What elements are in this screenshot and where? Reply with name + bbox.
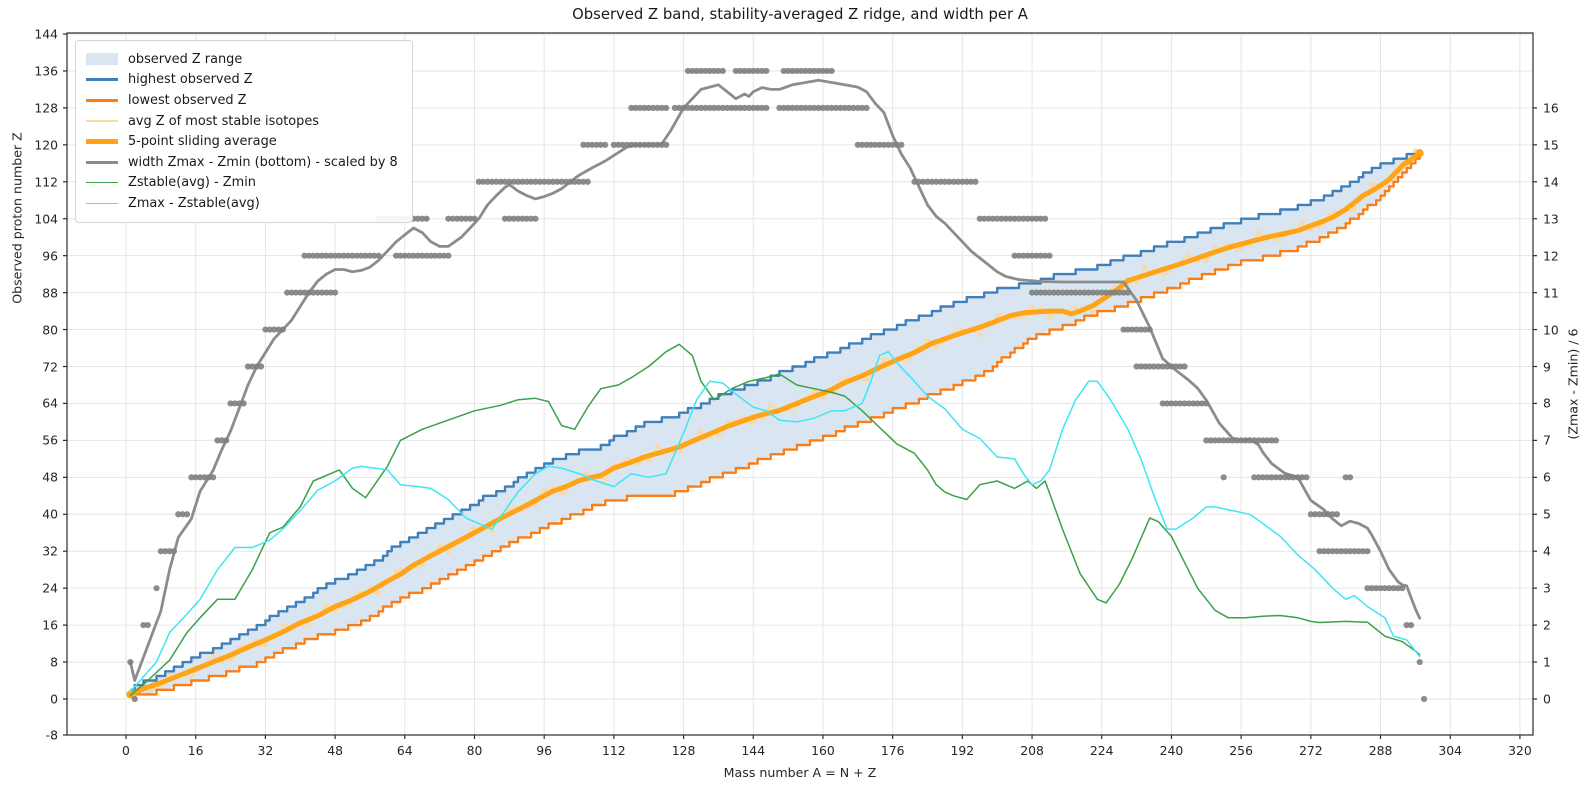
y-left-tick-80: 80 bbox=[42, 322, 58, 338]
y-left-tick-136: 136 bbox=[34, 63, 58, 79]
y-left-tick-88: 88 bbox=[42, 285, 58, 301]
x-tick-16: 16 bbox=[187, 743, 204, 758]
x-tick-288: 288 bbox=[1368, 743, 1393, 758]
y-left-tick-96: 96 bbox=[42, 248, 58, 264]
y-axis-right-label: (Zmax - Zmin) / 6 bbox=[1565, 328, 1581, 440]
y-right-tick-3: 3 bbox=[1543, 580, 1551, 596]
y-right-tick-1: 1 bbox=[1543, 654, 1551, 670]
x-tick-128: 128 bbox=[671, 743, 696, 758]
tick-marks bbox=[63, 33, 1537, 739]
legend-label: Zstable(avg) - Zmin bbox=[128, 175, 256, 191]
y-left-tick-56: 56 bbox=[42, 432, 58, 448]
legend-line-swatch bbox=[86, 98, 118, 102]
x-tick-304: 304 bbox=[1438, 743, 1463, 758]
legend-label: avg Z of most stable isotopes bbox=[128, 113, 319, 129]
legend-item-7: Zmax - Zstable(avg) bbox=[86, 193, 398, 214]
x-tick-64: 64 bbox=[396, 743, 413, 758]
highest-observed-z-line bbox=[130, 152, 1420, 691]
y-left-tick-64: 64 bbox=[42, 395, 58, 411]
zmax-minus-zstable-line bbox=[129, 350, 1421, 693]
legend-line-swatch bbox=[86, 139, 118, 145]
y-left-tick-32: 32 bbox=[42, 543, 58, 559]
x-tick-48: 48 bbox=[327, 743, 343, 758]
y-left-tick-48: 48 bbox=[42, 469, 58, 485]
y-right-tick-14: 14 bbox=[1543, 174, 1559, 190]
y-left-tick-72: 72 bbox=[42, 359, 58, 374]
sliding-average-ridge-line bbox=[127, 150, 1423, 697]
x-tick-224: 224 bbox=[1089, 743, 1114, 758]
legend-line-swatch bbox=[86, 160, 118, 164]
y-right-tick-5: 5 bbox=[1543, 506, 1551, 522]
legend-item-1: highest observed Z bbox=[86, 70, 398, 91]
lowest-observed-z-line bbox=[130, 154, 1421, 696]
legend-item-4: 5-point sliding average bbox=[86, 131, 398, 152]
legend-item-3: avg Z of most stable isotopes bbox=[86, 111, 398, 132]
legend-label: Zmax - Zstable(avg) bbox=[128, 195, 260, 211]
legend-label: lowest observed Z bbox=[128, 92, 247, 108]
y-right-tick-7: 7 bbox=[1543, 432, 1551, 448]
y-right-tick-0: 0 bbox=[1543, 691, 1551, 707]
legend-label: 5-point sliding average bbox=[128, 134, 277, 150]
y-left-tick-24: 24 bbox=[42, 580, 58, 596]
x-tick-0: 0 bbox=[122, 743, 130, 758]
x-tick-144: 144 bbox=[741, 743, 766, 758]
y-left-tick-120: 120 bbox=[34, 137, 58, 153]
legend-label: observed Z range bbox=[128, 51, 243, 67]
y-right-tick-10: 10 bbox=[1543, 322, 1559, 338]
y-right-tick-15: 15 bbox=[1543, 137, 1559, 153]
legend-patch-swatch bbox=[86, 53, 118, 66]
zstable-minus-zmin-line bbox=[129, 343, 1421, 697]
legend-line-swatch bbox=[86, 202, 118, 204]
x-tick-320: 320 bbox=[1508, 743, 1532, 758]
chart-title: Observed Z band, stability-averaged Z ri… bbox=[572, 6, 1028, 23]
y-right-tick-2: 2 bbox=[1543, 617, 1551, 633]
legend-label: width Zmax - Zmin (bottom) - scaled by 8 bbox=[128, 154, 398, 170]
y-left-tick--8: -8 bbox=[45, 727, 58, 743]
y-left-tick-0: 0 bbox=[50, 691, 58, 707]
x-tick-112: 112 bbox=[602, 743, 626, 758]
y-right-tick-13: 13 bbox=[1543, 211, 1559, 227]
legend-line-swatch bbox=[86, 120, 118, 123]
x-tick-272: 272 bbox=[1299, 743, 1323, 758]
x-tick-240: 240 bbox=[1159, 743, 1184, 758]
y-right-tick-12: 12 bbox=[1543, 248, 1559, 264]
y-left-tick-128: 128 bbox=[34, 100, 58, 116]
x-axis-label: Mass number A = N + Z bbox=[723, 765, 877, 780]
y-right-tick-4: 4 bbox=[1543, 543, 1551, 559]
legend-line-swatch bbox=[86, 182, 118, 184]
y-left-tick-104: 104 bbox=[34, 211, 58, 227]
y-right-tick-16: 16 bbox=[1543, 100, 1559, 116]
x-tick-96: 96 bbox=[536, 743, 553, 758]
y-axis-left-label: Observed proton number Z bbox=[9, 132, 25, 304]
x-tick-80: 80 bbox=[466, 743, 483, 758]
x-tick-160: 160 bbox=[811, 743, 835, 758]
legend-item-2: lowest observed Z bbox=[86, 90, 398, 111]
legend-item-6: Zstable(avg) - Zmin bbox=[86, 173, 398, 194]
y-left-tick-40: 40 bbox=[42, 506, 58, 522]
y-left-tick-144: 144 bbox=[34, 26, 58, 42]
x-tick-208: 208 bbox=[1020, 743, 1044, 758]
observed-z-range-band bbox=[130, 154, 1420, 695]
y-right-tick-6: 6 bbox=[1543, 469, 1551, 485]
plot-border bbox=[66, 32, 1534, 736]
ridge-end-marker bbox=[1415, 149, 1424, 158]
legend-line-swatch bbox=[86, 78, 118, 82]
y-right-tick-8: 8 bbox=[1543, 395, 1551, 411]
y-left-tick-112: 112 bbox=[34, 174, 58, 190]
y-right-tick-9: 9 bbox=[1543, 359, 1551, 374]
x-tick-32: 32 bbox=[257, 743, 274, 758]
y-left-tick-8: 8 bbox=[50, 654, 58, 670]
legend-item-0: observed Z range bbox=[86, 49, 398, 70]
y-left-tick-16: 16 bbox=[42, 617, 58, 633]
legend-item-5: width Zmax - Zmin (bottom) - scaled by 8 bbox=[86, 152, 398, 173]
legend: observed Z range highest observed Z lowest… bbox=[75, 40, 413, 223]
y-right-tick-11: 11 bbox=[1543, 285, 1559, 301]
x-tick-192: 192 bbox=[950, 743, 975, 758]
x-tick-256: 256 bbox=[1229, 743, 1253, 758]
legend-label: highest observed Z bbox=[128, 72, 253, 88]
x-tick-176: 176 bbox=[880, 743, 905, 758]
